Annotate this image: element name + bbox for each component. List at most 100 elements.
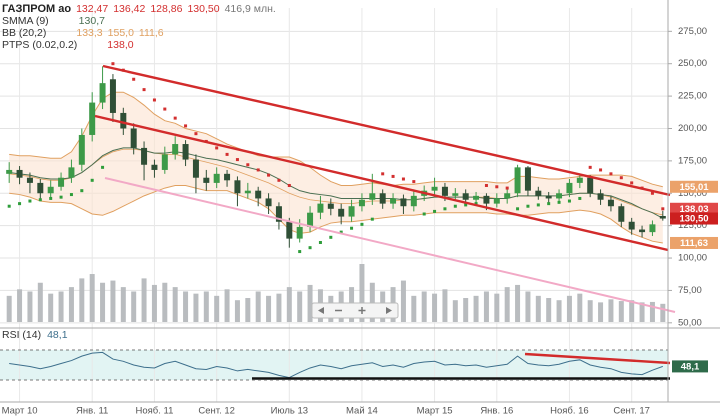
candle-body bbox=[141, 147, 148, 165]
volume-bar bbox=[359, 264, 365, 322]
volume-bar bbox=[266, 295, 272, 322]
ptps-dot bbox=[38, 198, 42, 202]
ptps-dot bbox=[588, 165, 592, 169]
x-tick-label: Янв. 16 bbox=[480, 406, 513, 417]
ptps-dot bbox=[443, 207, 447, 211]
ticker: ГАЗПРОМ ао bbox=[2, 3, 71, 15]
volume-bar bbox=[224, 289, 230, 322]
ptps-dot bbox=[599, 168, 603, 172]
candle-body bbox=[410, 195, 417, 207]
indicator-name: PTPS (0.02,0.2) bbox=[2, 39, 77, 51]
ptps-dot bbox=[287, 183, 291, 187]
y-tick-label: 125,00 bbox=[678, 220, 707, 231]
y-tick-label: 100,00 bbox=[678, 253, 707, 264]
rsi-title: RSI (14) bbox=[2, 329, 41, 341]
zoom-bar[interactable] bbox=[311, 302, 399, 319]
ptps-dot bbox=[329, 235, 333, 239]
ptps-dot bbox=[401, 177, 405, 181]
price-badge-label: 155,01 bbox=[679, 182, 709, 193]
candle-body bbox=[473, 195, 480, 200]
ptps-dot bbox=[557, 200, 561, 204]
candle-body bbox=[566, 182, 573, 194]
candle-body bbox=[576, 177, 583, 183]
price-badge bbox=[670, 202, 718, 215]
candle-body bbox=[213, 173, 220, 183]
x-tick-label: Март 15 bbox=[417, 406, 453, 417]
rsi-badge bbox=[672, 360, 708, 373]
volume-bar bbox=[556, 300, 562, 322]
ptps-dot bbox=[339, 230, 343, 234]
volume-bar bbox=[629, 300, 635, 322]
ptps-dot bbox=[225, 152, 229, 156]
candle-body bbox=[172, 144, 179, 155]
zoom-controls[interactable] bbox=[311, 302, 399, 319]
candle-body bbox=[514, 167, 521, 194]
volume-bar bbox=[17, 289, 23, 322]
volume-bar bbox=[27, 291, 33, 322]
ptps-dot bbox=[298, 250, 302, 254]
ptps-dot bbox=[464, 203, 468, 207]
ptps-dot bbox=[453, 204, 457, 208]
volume-bar bbox=[483, 291, 489, 322]
trend-line bbox=[102, 64, 671, 197]
candle-body bbox=[659, 215, 666, 219]
x-tick-label: Сент. 17 bbox=[613, 406, 650, 417]
candle-body bbox=[524, 167, 531, 191]
ptps-dot bbox=[474, 202, 478, 206]
zoom-in[interactable] bbox=[358, 307, 366, 314]
ptps-dot bbox=[609, 172, 613, 176]
volume-bar bbox=[494, 293, 500, 322]
volume-bar bbox=[473, 295, 479, 322]
indicator-readout: 130,7 bbox=[79, 15, 105, 27]
candle-body bbox=[317, 203, 324, 213]
volume-bar bbox=[193, 293, 199, 322]
candle-body bbox=[255, 190, 262, 199]
candle-body bbox=[628, 221, 635, 230]
ptps-dot bbox=[433, 209, 437, 213]
candle-body bbox=[203, 177, 210, 183]
ptps-dot bbox=[152, 98, 156, 102]
candle-body bbox=[151, 164, 158, 170]
candle-body bbox=[504, 193, 511, 199]
ptps-dot bbox=[142, 88, 146, 92]
ptps-dot bbox=[277, 178, 281, 182]
volume-bar bbox=[515, 284, 521, 322]
candle-body bbox=[462, 193, 469, 200]
x-tick-label: Янв. 11 bbox=[76, 406, 108, 417]
ptps-dot bbox=[132, 77, 136, 81]
candle-body bbox=[545, 195, 552, 199]
y-tick-label: 175,00 bbox=[678, 155, 707, 166]
ptps-dot bbox=[173, 116, 177, 120]
volume-bar bbox=[535, 295, 541, 322]
scroll-left[interactable] bbox=[318, 307, 324, 314]
volume-bar bbox=[234, 300, 240, 322]
y-tick-label: 150,00 bbox=[678, 188, 707, 199]
ptps-dot bbox=[308, 246, 312, 250]
ptps-dot bbox=[49, 196, 53, 200]
candle-body bbox=[161, 154, 168, 170]
volume-bar bbox=[141, 278, 147, 322]
volume-bar bbox=[214, 295, 220, 322]
volume-bar bbox=[400, 280, 406, 322]
ptps-dot bbox=[59, 195, 63, 199]
candle-body bbox=[348, 206, 355, 217]
ptps-dot bbox=[18, 202, 22, 206]
rsi-trend-line bbox=[524, 352, 671, 365]
ptps-dot bbox=[101, 165, 105, 169]
ptps-dot bbox=[360, 222, 364, 226]
ptps-dot bbox=[246, 163, 250, 167]
volume-bar bbox=[618, 301, 624, 322]
volume-bar bbox=[660, 303, 666, 322]
candle-body bbox=[26, 177, 33, 183]
scroll-right[interactable] bbox=[386, 307, 392, 314]
candle-body bbox=[109, 79, 116, 113]
y-tick-label: 75,00 bbox=[678, 285, 702, 296]
indicator-readout: 138,0 bbox=[107, 39, 133, 51]
volume-bar bbox=[307, 284, 313, 322]
indicator-legend: SMMA (9) 130,7 bbox=[2, 15, 105, 27]
ptps-dot bbox=[194, 132, 198, 136]
volume-bar bbox=[432, 293, 438, 322]
indicator-name: BB (20,2) bbox=[2, 27, 46, 39]
candle-body bbox=[618, 206, 625, 222]
candle-body bbox=[369, 193, 376, 200]
